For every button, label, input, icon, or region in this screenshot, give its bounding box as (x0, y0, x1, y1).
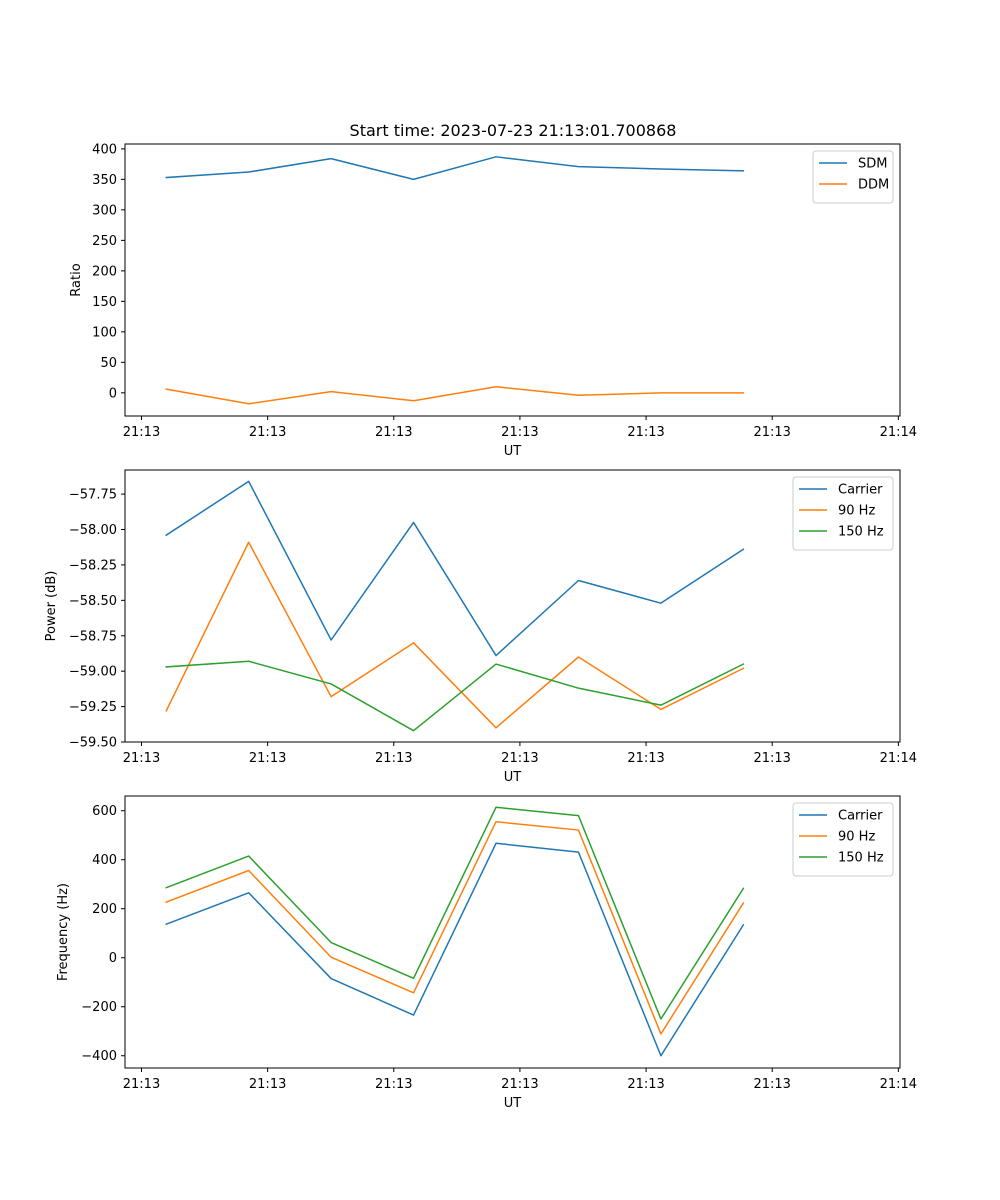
y-tick-label: −59.25 (69, 700, 117, 715)
y-axis-label: Power (dB) (44, 571, 59, 642)
legend-entry: 150 Hz (838, 851, 884, 866)
chart-title: Start time: 2023-07-23 21:13:01.700868 (350, 121, 677, 140)
plot-frame (124, 795, 901, 1069)
x-tick-label: 21:13 (123, 1077, 160, 1092)
legend-entry: 150 Hz (838, 525, 884, 540)
x-tick-label: 21:13 (627, 751, 664, 766)
y-tick-label: 200 (92, 902, 117, 917)
y-tick-label: 100 (92, 325, 117, 340)
y-tick-label: 350 (92, 173, 117, 188)
x-tick-label: 21:13 (375, 1077, 412, 1092)
series-line-carrier (165, 480, 745, 657)
legend: Carrier 90 Hz 150 Hz (792, 802, 894, 877)
x-tick-label: 21:13 (249, 751, 286, 766)
panel-1: 0 50 100 150 200 250 300 350 400 21:13 21:13 21:13 2… (69, 142, 917, 459)
y-tick-label: 50 (100, 356, 117, 371)
x-axis-label: UT (504, 444, 522, 459)
y-tick-label: −57.75 (69, 488, 117, 503)
series-line-90-hz (165, 820, 745, 1035)
x-tick-label: 21:14 (880, 751, 917, 766)
x-tick-label: 21:13 (501, 751, 538, 766)
x-tick-label: 21:13 (627, 425, 664, 440)
plot-frame (124, 469, 901, 743)
panel-3: −400 −200 0 200 400 600 21:13 21:13 21:13 21:13 21… (56, 795, 917, 1111)
y-tick-label: 200 (92, 264, 117, 279)
y-tick-label: −58.75 (69, 629, 117, 644)
series-line-carrier (165, 842, 745, 1057)
plot-frame (124, 143, 901, 417)
x-tick-label: 21:13 (753, 425, 790, 440)
x-tick-label: 21:13 (249, 425, 286, 440)
y-tick-label: −58.00 (69, 523, 117, 538)
x-tick-label: 21:13 (249, 1077, 286, 1092)
series-line-150-hz (165, 806, 745, 1020)
x-tick-label: 21:14 (880, 1077, 917, 1092)
legend-entry: DDM (858, 178, 889, 193)
x-tick-label: 21:13 (627, 1077, 664, 1092)
series-line-150-hz (165, 660, 745, 732)
y-tick-label: 150 (92, 295, 117, 310)
y-tick-label: −59.00 (69, 665, 117, 680)
series-line-sdm (165, 156, 745, 181)
y-axis-label: Ratio (69, 263, 84, 296)
x-tick-label: 21:13 (123, 425, 160, 440)
legend-entry: Carrier (838, 809, 883, 824)
y-tick-label: −400 (81, 1049, 117, 1064)
legend-box (812, 150, 894, 204)
x-axis-label: UT (504, 1096, 522, 1111)
x-tick-label: 21:14 (880, 425, 917, 440)
y-tick-label: 300 (92, 203, 117, 218)
x-tick-label: 21:13 (123, 751, 160, 766)
legend: SDM DDM (812, 150, 894, 204)
series-line-90-hz (165, 541, 745, 729)
y-tick-label: 400 (92, 142, 117, 157)
panel-2: −59.50 −59.25 −59.00 −58.75 −58.50 −58.25 −58.… (44, 469, 917, 785)
y-tick-label: 250 (92, 234, 117, 249)
x-axis-label: UT (504, 770, 522, 785)
y-tick-label: −58.50 (69, 594, 117, 609)
y-tick-label: 0 (109, 951, 117, 966)
x-tick-label: 21:13 (375, 751, 412, 766)
x-tick-label: 21:13 (501, 1077, 538, 1092)
y-tick-label: −59.50 (69, 736, 117, 751)
series-line-ddm (165, 385, 745, 405)
panels: 0 50 100 150 200 250 300 350 400 21:13 21:13 21:13 2… (44, 142, 917, 1111)
x-tick-label: 21:13 (753, 751, 790, 766)
y-tick-label: 400 (92, 853, 117, 868)
y-tick-label: −200 (81, 1000, 117, 1015)
y-tick-label: −58.25 (69, 558, 117, 573)
y-axis-label: Frequency (Hz) (56, 883, 71, 981)
legend-entry: 90 Hz (838, 830, 875, 845)
y-tick-label: 600 (92, 804, 117, 819)
legend-entry: Carrier (838, 483, 883, 498)
legend-entry: 90 Hz (838, 504, 875, 519)
x-tick-label: 21:13 (501, 425, 538, 440)
x-tick-label: 21:13 (375, 425, 412, 440)
x-tick-label: 21:13 (753, 1077, 790, 1092)
y-tick-label: 0 (109, 386, 117, 401)
legend: Carrier 90 Hz 150 Hz (792, 476, 894, 551)
legend-entry: SDM (858, 157, 887, 172)
